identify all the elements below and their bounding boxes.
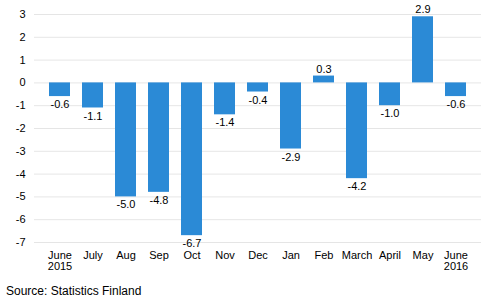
svg-text:-4: -4	[16, 168, 26, 180]
svg-text:Aug: Aug	[116, 249, 136, 261]
svg-text:March: March	[342, 249, 373, 261]
svg-text:-7: -7	[16, 236, 26, 248]
svg-text:July: July	[83, 249, 103, 261]
svg-text:Dec: Dec	[248, 249, 268, 261]
svg-text:0: 0	[19, 76, 25, 88]
svg-text:-4.8: -4.8	[150, 194, 169, 206]
svg-text:-1.1: -1.1	[84, 110, 103, 122]
svg-text:June2015: June2015	[48, 249, 72, 272]
svg-text:-1: -1	[16, 99, 26, 111]
svg-text:2.9: 2.9	[415, 3, 430, 15]
svg-text:-4.2: -4.2	[348, 180, 367, 192]
svg-text:-0.6: -0.6	[51, 98, 70, 110]
svg-text:-2.9: -2.9	[282, 151, 301, 163]
html-text:Source: Statistics Finland: Source: Statistics Finland	[6, 284, 142, 298]
svg-text:-6: -6	[16, 213, 26, 225]
svg-text:-5: -5	[16, 190, 26, 202]
svg-text:-1.4: -1.4	[216, 116, 235, 128]
svg-text:Nov: Nov	[215, 249, 235, 261]
svg-text:-0.4: -0.4	[249, 94, 268, 106]
svg-text:April: April	[379, 249, 401, 261]
svg-text:-2: -2	[16, 122, 26, 134]
svg-text:May: May	[413, 249, 434, 261]
svg-text:-1.0: -1.0	[381, 107, 400, 119]
svg-text:1: 1	[19, 54, 25, 66]
svg-text:3: 3	[19, 8, 25, 20]
svg-text:-5.0: -5.0	[117, 198, 136, 210]
svg-text:Oct: Oct	[183, 249, 200, 261]
svg-text:-6.7: -6.7	[183, 237, 202, 249]
svg-text:Jan: Jan	[282, 249, 300, 261]
svg-text:Sep: Sep	[149, 249, 169, 261]
svg-text:2: 2	[19, 31, 25, 43]
svg-text:-3: -3	[16, 145, 26, 157]
svg-text:Feb: Feb	[315, 249, 334, 261]
svg-text:-0.6: -0.6	[447, 98, 466, 110]
svg-text:0.3: 0.3	[316, 63, 331, 75]
svg-text:June2016: June2016	[444, 249, 468, 272]
